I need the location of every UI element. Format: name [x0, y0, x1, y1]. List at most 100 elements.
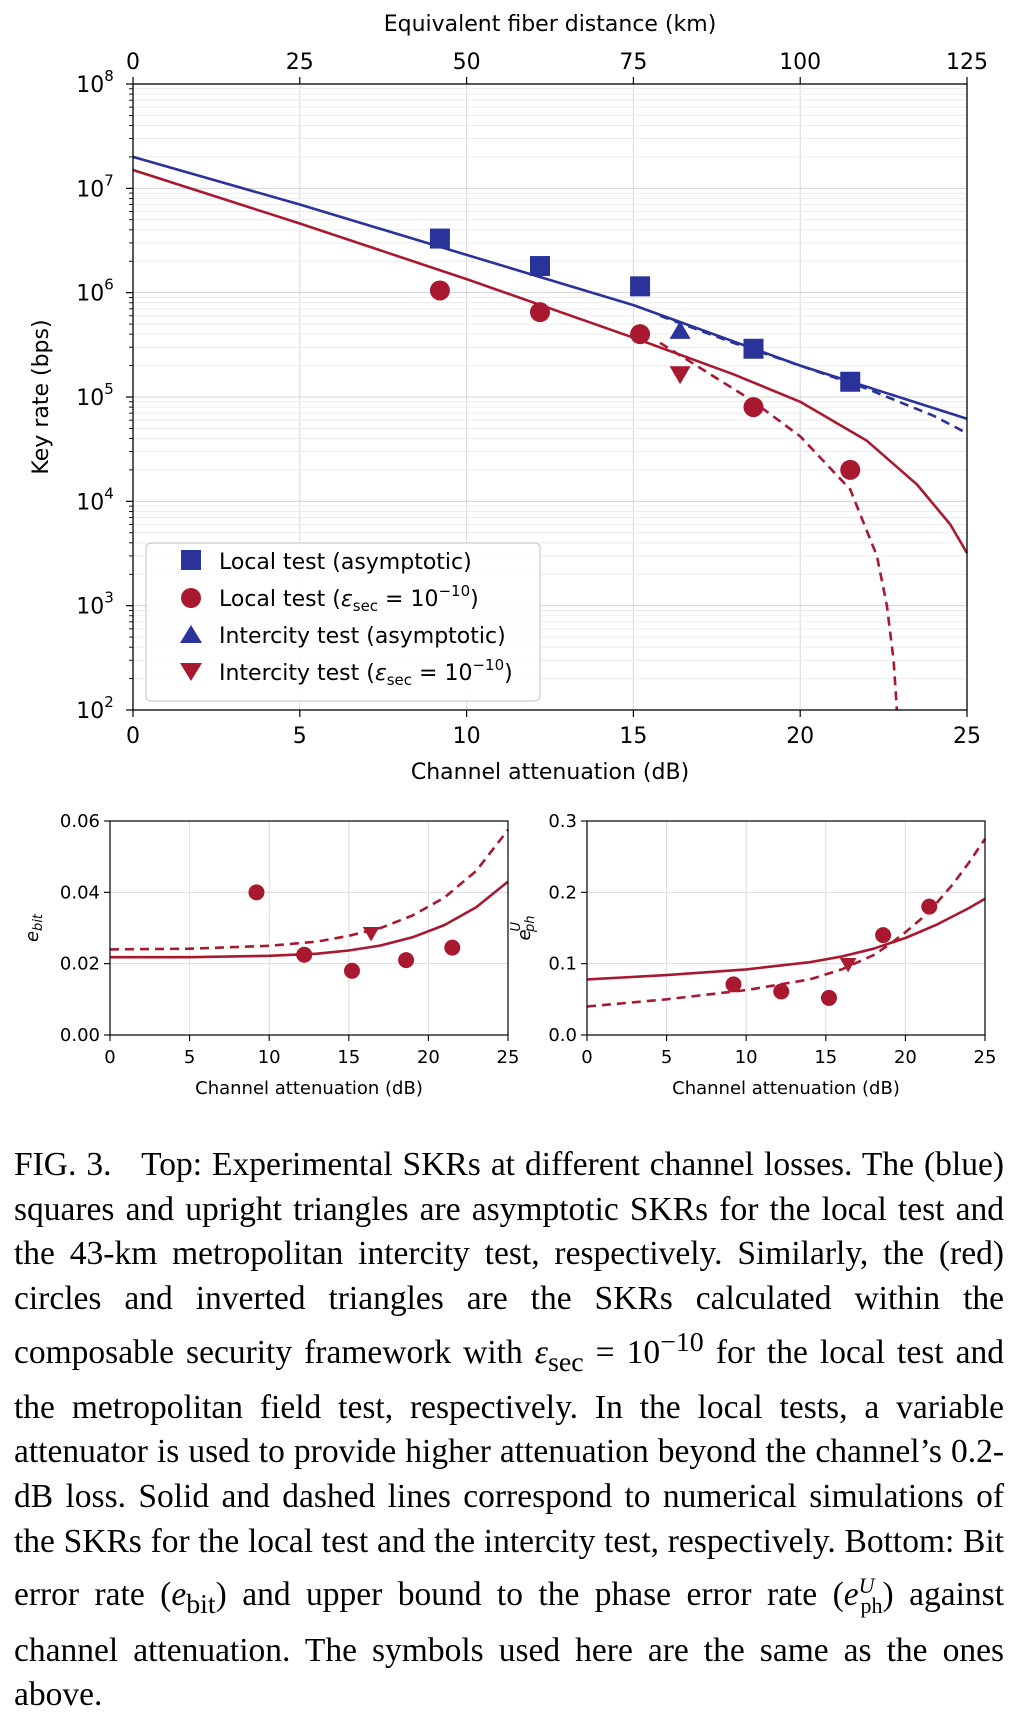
bl-point-circle [248, 884, 265, 901]
top-x2tick-label: 75 [619, 50, 647, 75]
br-point-circle [921, 898, 938, 915]
legend-entry-intercity-asymptotic: Intercity test (asymptotic) [219, 624, 506, 649]
bl-point-circle [398, 952, 415, 969]
bl-x-ticks: 0 5 10 15 20 25 [104, 1035, 519, 1068]
top-point-circle [429, 280, 450, 301]
top-point-circle [529, 302, 550, 323]
caption-eph-sup: U [858, 1573, 875, 1599]
top-point-triangle-up [669, 320, 691, 339]
top-simulation-lines [132, 155, 969, 711]
br-ytick-label: 0.0 [548, 1025, 577, 1046]
bl-data-points [248, 884, 461, 979]
caption-eph: e [843, 1576, 859, 1614]
bl-xtick-label: 25 [497, 1047, 520, 1068]
top-point-square [630, 276, 651, 297]
legend-entry-local-asymptotic: Local test (asymptotic) [219, 550, 472, 575]
caption-part-4: ) against channel attenuation. The symbo… [14, 1576, 1005, 1714]
top-ytick-label: 108 [76, 67, 114, 98]
legend-entry-intercity-composable: Intercity test (εsec = 10−10) [219, 656, 513, 689]
caption-ebit: e [171, 1576, 187, 1614]
bl-xtick-label: 0 [104, 1047, 115, 1068]
top-dashed-line-3 [659, 341, 899, 711]
bl-y-axis-label: ebit [22, 913, 46, 942]
top-solid-line-1 [132, 168, 969, 554]
top-point-triangle-down [669, 366, 691, 385]
top-x2-ticks: 0 25 50 75 100 125 [126, 50, 988, 84]
br-ytick-label: 0.1 [548, 954, 577, 975]
br-plot-frame [586, 820, 986, 1036]
bl-xtick-label: 15 [337, 1047, 360, 1068]
caption-eph-sub: ph [860, 1593, 883, 1619]
bl-dashed-line-1 [109, 829, 510, 951]
bl-y-ticks: 0.00 0.02 0.04 0.06 [60, 811, 110, 1046]
top-point-square [743, 338, 764, 359]
top-x2-axis-label: Equivalent fiber distance (km) [384, 12, 717, 37]
caption-part-1: Top: Experimental SKRs at different chan… [14, 1146, 1004, 1372]
br-data-points [725, 898, 938, 1006]
bl-simulation-lines [109, 829, 510, 959]
legend-marker-circle [181, 588, 201, 608]
legend-marker-square [181, 550, 201, 570]
br-x-ticks: 0 5 10 15 20 25 [581, 1035, 996, 1068]
top-x2tick-label: 50 [453, 50, 481, 75]
caption-text: FIG. 3. Top: Experimental SKRs at differ… [14, 1143, 1004, 1718]
top-y-ticks: 102 103 104 105 106 107 108 [76, 67, 133, 724]
bl-ytick-label: 0.06 [60, 811, 100, 832]
top-xtick-label: 10 [453, 724, 481, 749]
br-point-circle [773, 983, 790, 1000]
top-dashed-line-2 [659, 314, 968, 435]
top-x2tick-label: 125 [946, 50, 988, 75]
top-ytick-label: 107 [76, 171, 114, 202]
bl-plot-frame [109, 820, 509, 1036]
top-xtick-label: 0 [126, 724, 140, 749]
bl-point-triangle-down [362, 926, 380, 942]
top-solid-line-0 [132, 155, 968, 420]
bl-solid-line-0 [110, 880, 509, 959]
bl-xtick-label: 5 [184, 1047, 195, 1068]
bl-xtick-label: 20 [417, 1047, 440, 1068]
caption-epsilon-sub: sec [547, 1347, 584, 1379]
caption-epsilon: ε [534, 1334, 548, 1372]
br-point-circle [875, 927, 892, 944]
br-x-axis-label: Channel attenuation (dB) [672, 1078, 900, 1099]
br-xtick-label: 20 [894, 1047, 917, 1068]
legend-entry-local-composable: Local test (εsec = 10−10) [219, 582, 479, 615]
top-point-square [529, 256, 550, 277]
figure-caption: FIG. 3. Top: Experimental SKRs at differ… [14, 1143, 1004, 1718]
br-xtick-label: 15 [814, 1047, 837, 1068]
key-rate-chart: 0 5 10 15 20 25 0 25 50 75 100 125 102 103 104 105 106… [29, 12, 988, 785]
br-grid [586, 820, 986, 1036]
caption-exponent: −10 [660, 1327, 704, 1359]
bl-xtick-label: 10 [258, 1047, 281, 1068]
bl-grid [109, 820, 509, 1036]
br-xtick-label: 25 [974, 1047, 997, 1068]
br-ytick-label: 0.2 [548, 882, 577, 903]
bl-ytick-label: 0.04 [60, 882, 100, 903]
top-x2tick-label: 100 [779, 50, 821, 75]
caption-part-3: ) and upper bound to the phase error rat… [215, 1576, 844, 1614]
br-point-circle [820, 989, 837, 1006]
top-x-axis-label: Channel attenuation (dB) [411, 760, 689, 785]
bl-point-circle [444, 939, 461, 956]
bl-ytick-label: 0.00 [60, 1025, 100, 1046]
top-point-circle [743, 397, 764, 418]
br-y-ticks: 0.0 0.1 0.2 0.3 [548, 811, 587, 1046]
top-y-axis-label: Key rate (bps) [29, 319, 54, 474]
top-ytick-label: 102 [76, 693, 114, 724]
top-xtick-label: 25 [953, 724, 981, 749]
bl-ytick-label: 0.02 [60, 954, 100, 975]
top-point-square [840, 371, 861, 392]
top-x-ticks: 0 5 10 15 20 25 [126, 710, 981, 749]
br-simulation-lines [586, 838, 987, 1008]
caption-ebit-sub: bit [186, 1589, 216, 1621]
top-x2tick-label: 25 [286, 50, 314, 75]
caption-equals: = 10 [583, 1334, 661, 1372]
top-ytick-label: 105 [76, 380, 114, 411]
top-xtick-label: 15 [619, 724, 647, 749]
top-point-circle [840, 459, 861, 480]
bl-x-axis-label: Channel attenuation (dB) [195, 1078, 423, 1099]
br-point-triangle-down [839, 957, 857, 973]
legend-marker-triangle-down [180, 663, 202, 681]
legend-marker-triangle-up [180, 625, 202, 643]
legend: Local test (asymptotic) Local test (εsec… [145, 542, 541, 702]
